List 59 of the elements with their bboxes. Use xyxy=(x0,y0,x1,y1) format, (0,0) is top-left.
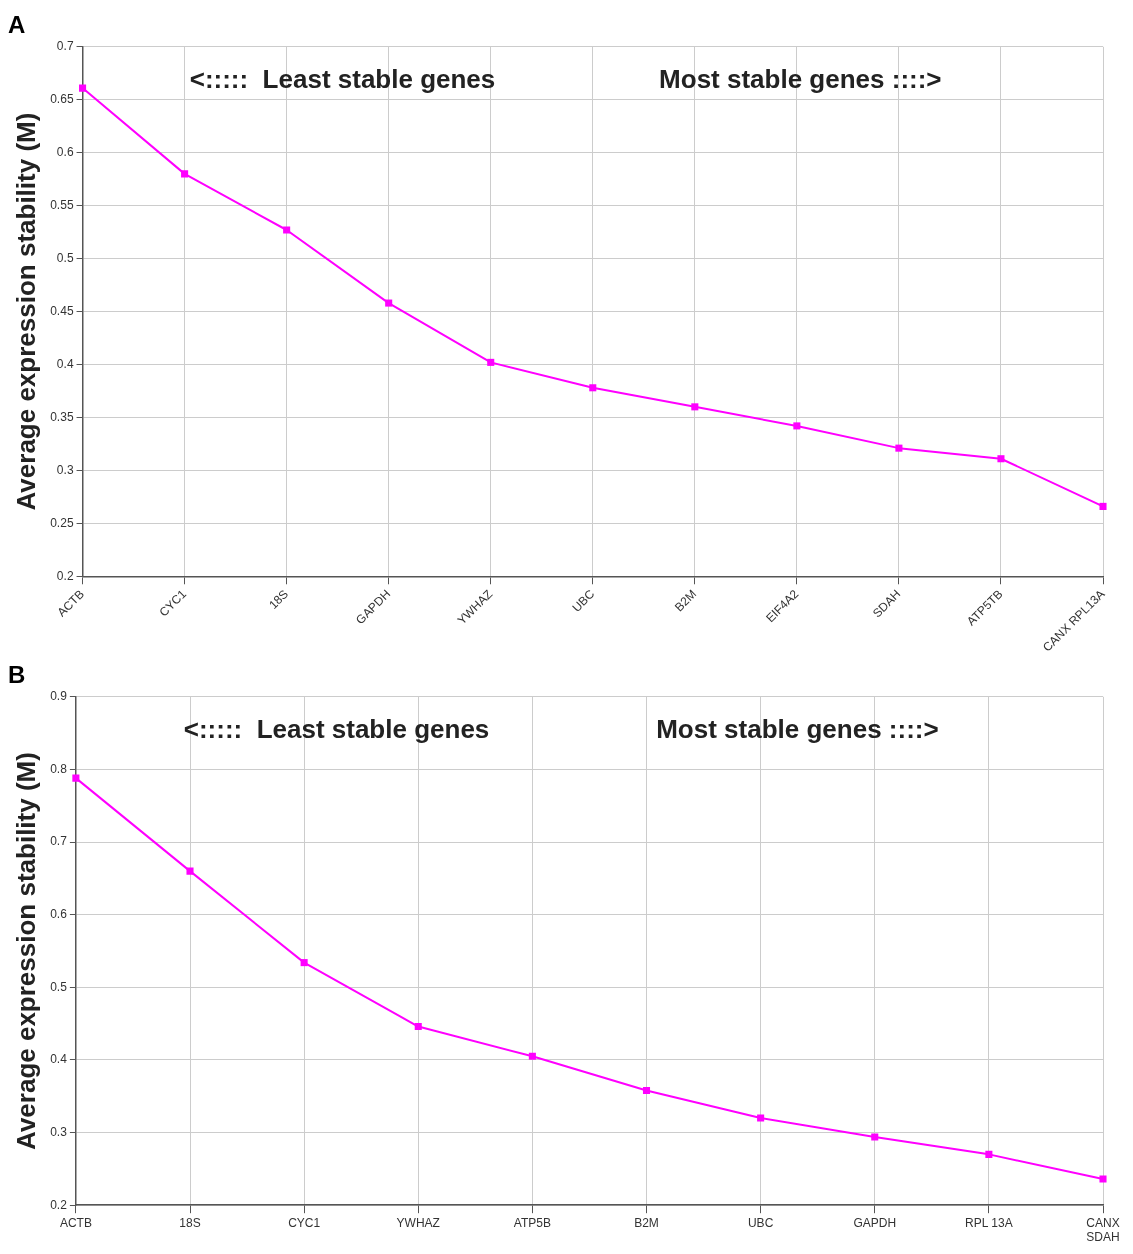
y-tick-label: 0.6 xyxy=(50,907,68,921)
y-tick-label: 0.4 xyxy=(56,356,74,371)
x-tick-label: ATP5B xyxy=(513,1215,551,1230)
y-tick-label: 0.2 xyxy=(50,1197,68,1212)
x-tick-label: YWHAZ xyxy=(396,1215,440,1230)
point xyxy=(528,1052,536,1060)
y-tick-label: 0.25 xyxy=(50,515,74,530)
annotation: <::::: Least stable genes xyxy=(189,63,496,94)
x-tick-label: UBC xyxy=(747,1215,774,1230)
annotation: Most stable genes ::::> xyxy=(656,713,939,744)
x-tick-label: GAPDH xyxy=(853,1215,897,1230)
y-tick-label: 0.5 xyxy=(56,250,74,265)
x-tick-label: ACTB xyxy=(59,1215,92,1230)
point xyxy=(642,1086,651,1094)
point xyxy=(186,867,194,875)
y-tick-label: 0.2 xyxy=(56,568,74,583)
chart-title: A xyxy=(8,11,26,39)
point xyxy=(997,455,1005,463)
point xyxy=(757,1114,765,1122)
point xyxy=(895,444,903,452)
point xyxy=(72,774,80,782)
y-tick-label: 0.6 xyxy=(56,145,74,160)
x-tick-label: RPL 13A xyxy=(965,1215,1013,1230)
y-tick-label: 0.35 xyxy=(50,409,74,424)
point xyxy=(1099,502,1107,510)
point xyxy=(793,422,801,430)
x-tick-label: B2M xyxy=(634,1215,659,1230)
y-tick-label: 0.3 xyxy=(50,1124,68,1139)
point xyxy=(385,299,393,307)
y-tick-label: 0.4 xyxy=(50,1052,68,1067)
point xyxy=(181,170,189,178)
x-tick-label: 18S xyxy=(266,586,292,612)
x-tick-label: CANX SDAH xyxy=(1086,1215,1120,1245)
y-tick-label: 0.5 xyxy=(50,979,68,994)
y-axis-title: Average expression stability (M) xyxy=(10,112,41,511)
y-tick-label: 0.55 xyxy=(50,197,74,212)
annotation: <::::: Least stable genes xyxy=(183,713,490,744)
annotation: Most stable genes ::::> xyxy=(659,63,942,94)
y-axis-title: Average expression stability (M) xyxy=(10,752,41,1150)
x-tick-label: CYC1 xyxy=(288,1215,321,1230)
chart-title: B xyxy=(8,661,26,689)
x-tick-label: 18S xyxy=(179,1215,201,1230)
y-tick-label: 0.45 xyxy=(50,303,74,318)
point xyxy=(871,1133,879,1141)
point xyxy=(300,959,308,967)
point xyxy=(79,84,87,92)
point xyxy=(283,226,291,234)
y-tick-label: 0.3 xyxy=(56,462,74,477)
y-tick-label: 0.65 xyxy=(50,92,74,107)
point xyxy=(1099,1175,1107,1183)
point xyxy=(691,403,699,411)
point xyxy=(414,1023,422,1031)
y-tick-label: 0.8 xyxy=(50,761,68,776)
point xyxy=(985,1150,993,1158)
y-tick-label: 0.7 xyxy=(56,39,74,54)
point xyxy=(589,384,597,392)
point xyxy=(487,358,495,366)
y-tick-label: 0.9 xyxy=(50,689,68,704)
y-tick-label: 0.7 xyxy=(50,834,68,849)
